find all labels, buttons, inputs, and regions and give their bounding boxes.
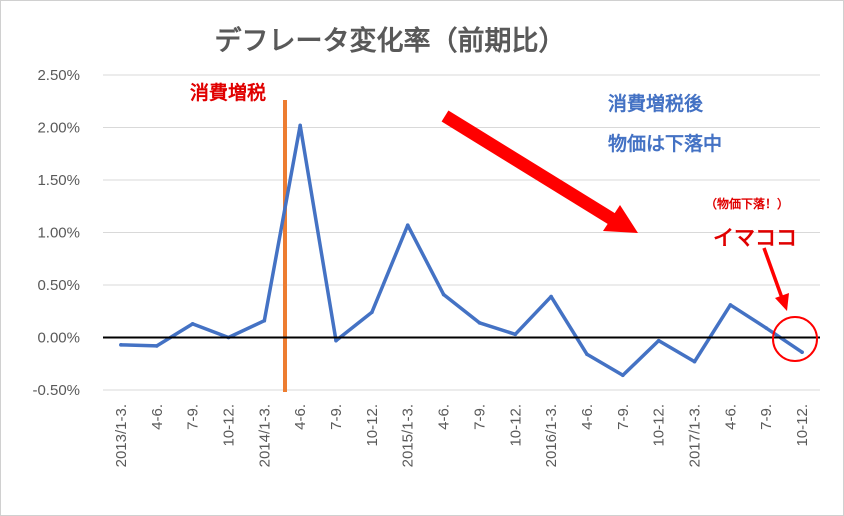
x-tick-label: 7-9. <box>758 404 775 430</box>
data-point <box>513 332 518 337</box>
x-tick-label: 7-9. <box>185 404 202 430</box>
chart-title: デフレータ変化率（前期比） <box>215 25 566 57</box>
x-axis-ticks: 2013/1-3. 4-6. 7-9. 10-12. 2014/1-3. 4-6. 7-9.… <box>113 404 811 467</box>
x-tick-label: 10-12. <box>651 404 668 447</box>
y-tick-label: 1.50% <box>37 172 80 189</box>
data-point <box>728 303 733 307</box>
series-line <box>119 123 804 378</box>
x-tick-label: 4-6. <box>292 404 309 430</box>
x-tick-label: 2017/1-3. <box>687 404 704 467</box>
here-pointer-head <box>775 293 789 311</box>
x-tick-label: 10-12. <box>364 404 381 447</box>
x-tick-label: 2014/1-3. <box>256 404 273 467</box>
downtrend-arrow-shaft <box>441 110 616 225</box>
tax-hike-label: 消費増税 <box>190 81 266 104</box>
x-tick-label: 2013/1-3. <box>113 404 130 467</box>
data-point <box>370 310 374 315</box>
x-tick-label: 7-9. <box>328 404 345 430</box>
gridlines <box>103 74 820 391</box>
x-tick-label: 10-12. <box>794 404 811 447</box>
data-point <box>621 373 625 378</box>
data-point <box>190 322 195 326</box>
x-tick-label: 4-6. <box>579 404 596 430</box>
y-tick-label: -0.50% <box>32 382 80 399</box>
x-tick-label: 10-12. <box>507 404 524 447</box>
data-point <box>549 294 553 299</box>
x-tick-label: 2016/1-3. <box>543 404 560 467</box>
y-tick-label: 0.00% <box>37 330 80 347</box>
data-point <box>298 123 302 128</box>
data-point <box>800 350 804 355</box>
data-point <box>334 338 338 343</box>
data-point <box>441 292 446 297</box>
x-tick-label: 10-12. <box>220 404 237 447</box>
x-tick-label: 4-6. <box>149 404 166 430</box>
y-axis-ticks: 2.50% 2.00% 1.50% 1.00% 0.50% 0.00% -0.50% <box>32 67 80 399</box>
y-tick-label: 2.00% <box>37 120 80 137</box>
y-tick-label: 2.50% <box>37 67 80 84</box>
data-point <box>692 359 697 364</box>
after-tax-label-line1: 消費増税後 <box>608 92 704 115</box>
after-tax-label-line2: 物価は下落中 <box>608 132 722 155</box>
here-pointer-shaft <box>762 247 784 299</box>
downtrend-arrow <box>441 110 638 233</box>
data-point <box>119 343 123 347</box>
y-tick-label: 0.50% <box>37 277 80 294</box>
data-point <box>405 223 410 227</box>
x-tick-label: 4-6. <box>436 404 453 430</box>
price-falling-note: （物価下落！） <box>705 196 789 211</box>
data-point <box>585 352 589 357</box>
data-point <box>656 338 661 343</box>
x-tick-label: 4-6. <box>722 404 739 430</box>
data-point <box>262 318 267 323</box>
x-tick-label: 2015/1-3. <box>400 404 417 467</box>
here-pointer-arrow <box>762 247 789 311</box>
data-point <box>477 321 482 325</box>
y-tick-label: 1.00% <box>37 225 80 242</box>
series-layer <box>119 123 804 378</box>
data-point <box>154 344 159 348</box>
data-point <box>764 326 769 330</box>
downtrend-arrow-head <box>603 205 638 233</box>
here-label: イマココ <box>713 226 797 250</box>
x-tick-label: 7-9. <box>615 404 632 430</box>
x-tick-label: 7-9. <box>471 404 488 430</box>
current-point-highlight-circle <box>772 316 818 362</box>
